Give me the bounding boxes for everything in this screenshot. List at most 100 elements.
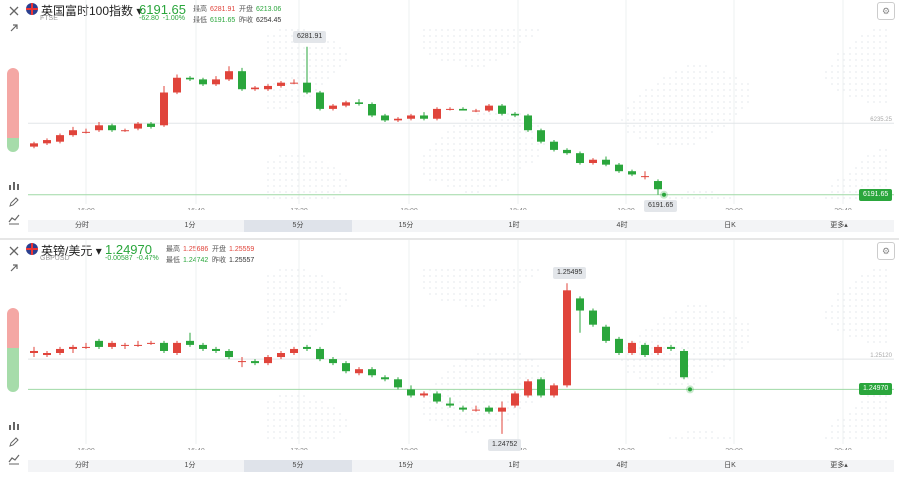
instrument-name[interactable]: 英镑/美元 ▾ [41,244,102,258]
map-dot [723,353,725,355]
map-dot [639,353,641,355]
map-dot [483,377,485,379]
map-dot [705,119,707,121]
map-dot [519,365,521,367]
map-dot [735,107,737,109]
map-dot [333,407,335,409]
map-dot [441,149,443,151]
map-dot [273,197,275,199]
map-dot [273,53,275,55]
tab-daily[interactable]: 日K [724,222,736,229]
map-dot [447,53,449,55]
map-dot [663,95,665,97]
map-dot [879,149,881,151]
map-dot [339,185,341,187]
settings-icon[interactable]: ⚙ [877,242,895,260]
map-dot [489,353,491,355]
settings-icon[interactable]: ⚙ [877,2,895,20]
map-dot [705,137,707,139]
map-dot [471,173,473,175]
chart-style-icon[interactable] [5,212,23,230]
map-dot [267,335,269,337]
map-dot [843,179,845,181]
tab-15min[interactable]: 15分 [398,222,414,229]
tab-more[interactable]: 更多▴ [830,462,848,469]
map-dot [489,29,491,31]
map-dot [447,401,449,403]
map-dot [333,281,335,283]
map-dot [879,101,881,103]
map-dot [669,371,671,373]
tab-4hour[interactable]: 4时 [616,222,628,229]
map-dot [447,299,449,301]
map-dot [867,419,869,421]
map-dot [645,329,647,331]
chevron-down-icon[interactable]: ▾ [95,244,102,258]
tab-1min[interactable]: 1分 [184,222,196,229]
map-dot [531,401,533,403]
map-dot [507,179,509,181]
map-dot [861,431,863,433]
chevron-down-icon[interactable]: ▾ [136,4,143,18]
tab-1min[interactable]: 1分 [184,462,196,469]
indicator-icon[interactable] [5,418,23,436]
indicator-icon[interactable] [5,178,23,196]
tab-5min[interactable]: 5分 [244,460,352,472]
stat-high: 最高 6281.91 [193,6,236,13]
map-dot [507,47,509,49]
map-dot [657,371,659,373]
tab-timeshare[interactable]: 分时 [75,222,89,229]
tab-1hour[interactable]: 1时 [508,222,520,229]
close-icon[interactable] [5,244,23,262]
candle-body [186,77,194,80]
tab-5min[interactable]: 5分 [244,220,352,232]
map-dot [489,131,491,133]
tab-daily[interactable]: 日K [724,462,736,469]
map-dot [879,419,881,421]
map-dot [297,53,299,55]
tab-15min[interactable]: 15分 [398,462,414,469]
map-dot [723,437,725,439]
map-dot [861,437,863,439]
map-dot [855,173,857,175]
map-dot [519,353,521,355]
map-dot [327,77,329,79]
map-dot [483,143,485,145]
expand-icon[interactable] [5,261,23,279]
draw-pen-icon[interactable] [5,435,23,453]
tab-more[interactable]: 更多▴ [830,222,848,229]
map-dot [711,311,713,313]
map-dot [435,35,437,37]
map-dot [855,179,857,181]
map-dot [705,191,707,193]
map-dot [849,83,851,85]
map-dot [273,173,275,175]
expand-icon[interactable] [5,21,23,39]
map-dot [273,275,275,277]
tab-1hour[interactable]: 1时 [508,462,520,469]
map-dot [501,131,503,133]
tab-timeshare[interactable]: 分时 [75,462,89,469]
map-dot [873,95,875,97]
instrument-name[interactable]: 英国富时100指数 ▾ [41,4,143,18]
map-dot [525,269,527,271]
ftse-candlestick-chart[interactable]: 16:0016:4017:2018:0018:4019:2020:0020:40… [28,0,894,210]
gbpusd-candlestick-chart[interactable]: 16:0016:4017:2018:0018:4019:2020:0020:40… [28,240,894,450]
map-dot [465,431,467,433]
map-dot [885,317,887,319]
map-dot [825,437,827,439]
tab-4hour[interactable]: 4时 [616,462,628,469]
map-dot [465,293,467,295]
map-dot [453,149,455,151]
draw-pen-icon[interactable] [5,195,23,213]
candle-body [576,153,584,164]
map-dot [291,299,293,301]
map-dot [435,47,437,49]
map-dot [645,113,647,115]
map-dot [267,101,269,103]
map-dot [675,341,677,343]
chart-style-icon[interactable] [5,452,23,470]
map-dot [303,167,305,169]
close-icon[interactable] [5,4,23,22]
map-dot [495,407,497,409]
